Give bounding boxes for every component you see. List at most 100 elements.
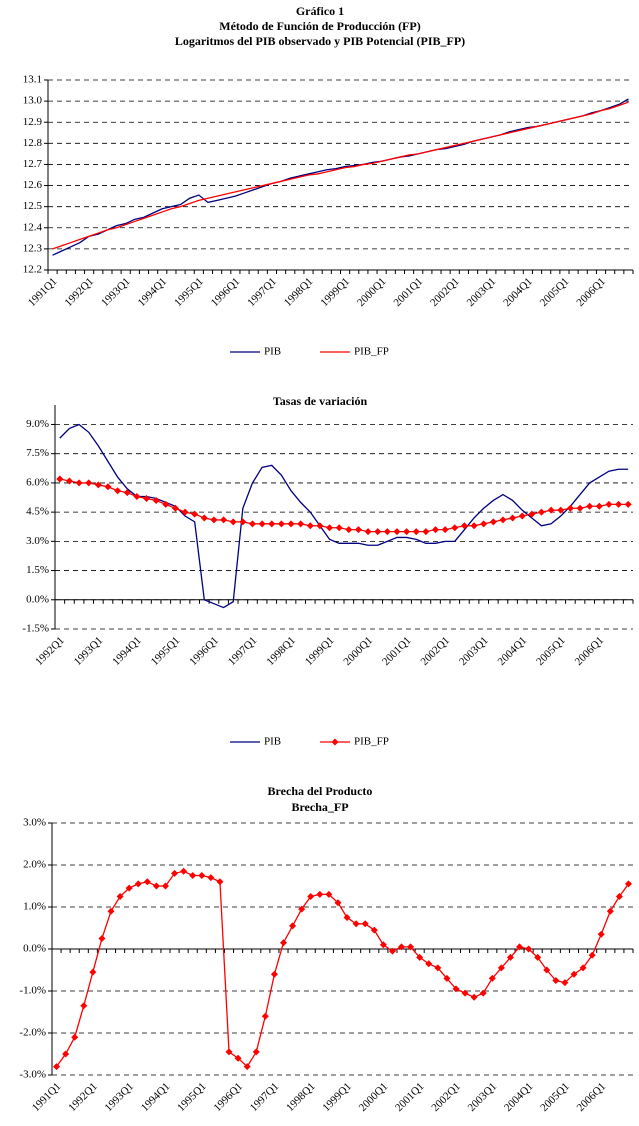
- legend-label: PIB: [264, 346, 281, 358]
- x-tick-label: 1999Q1: [318, 275, 352, 309]
- x-tick-label: 2001Q1: [380, 634, 414, 668]
- x-tick-label: 1994Q1: [139, 1080, 173, 1114]
- point-marker: [412, 528, 420, 536]
- point-marker: [534, 953, 542, 961]
- point-marker: [615, 500, 623, 508]
- point-marker: [470, 522, 478, 530]
- point-marker: [316, 890, 324, 898]
- x-tick-label: 1995Q1: [149, 634, 183, 668]
- point-marker: [606, 907, 614, 915]
- y-tick-label: 12.7: [23, 158, 43, 170]
- point-marker: [537, 508, 545, 516]
- point-marker: [125, 884, 133, 892]
- point-marker: [528, 510, 536, 518]
- point-marker: [416, 953, 424, 961]
- point-marker: [566, 504, 574, 512]
- point-marker: [393, 528, 401, 536]
- point-marker: [497, 964, 505, 972]
- point-marker: [488, 974, 496, 982]
- point-marker: [180, 867, 188, 875]
- point-marker: [398, 943, 406, 951]
- point-marker: [461, 989, 469, 997]
- y-tick-label: -2.0%: [19, 1027, 46, 1039]
- point-marker: [152, 882, 160, 890]
- y-tick-label: -1.0%: [19, 985, 46, 997]
- x-tick-label: 1991Q1: [26, 275, 60, 309]
- point-marker: [443, 974, 451, 982]
- point-marker: [181, 508, 189, 516]
- point-marker: [277, 520, 285, 528]
- y-tick-label: 4.5%: [26, 506, 49, 518]
- point-marker: [80, 1002, 88, 1010]
- point-marker: [243, 1063, 251, 1071]
- point-marker: [85, 479, 93, 487]
- x-tick-label: 1996Q1: [211, 1080, 245, 1114]
- point-marker: [509, 514, 517, 522]
- point-marker: [605, 500, 613, 508]
- point-marker: [615, 893, 623, 900]
- point-marker: [220, 516, 228, 524]
- chart-title: Logaritmos del PIB observado y PIB Poten…: [175, 34, 465, 48]
- point-marker: [518, 512, 526, 520]
- point-marker: [570, 970, 578, 978]
- y-tick-label: 0.0%: [23, 943, 46, 955]
- point-marker: [561, 979, 569, 987]
- point-marker: [480, 520, 488, 528]
- point-marker: [543, 966, 551, 974]
- point-marker: [207, 874, 215, 882]
- point-marker: [343, 914, 351, 921]
- point-marker: [624, 880, 632, 888]
- chart-title: Brecha_FP: [291, 800, 348, 814]
- x-tick-label: 1992Q1: [33, 634, 67, 668]
- x-tick-label: 2005Q1: [534, 634, 568, 668]
- y-tick-label: 12.6: [23, 179, 43, 191]
- chart-title: Gráfico 1: [296, 4, 344, 18]
- x-tick-label: 1992Q1: [66, 1080, 100, 1114]
- point-marker: [298, 905, 306, 913]
- point-marker: [595, 502, 603, 510]
- point-marker: [434, 964, 442, 972]
- y-tick-label: 6.0%: [26, 476, 49, 488]
- point-marker: [297, 520, 305, 528]
- y-tick-label: -3.0%: [19, 1069, 46, 1081]
- x-tick-label: 1994Q1: [110, 634, 144, 668]
- x-tick-label: 2003Q1: [466, 1080, 500, 1114]
- point-marker: [114, 487, 122, 495]
- point-marker: [98, 935, 106, 942]
- x-tick-label: 1992Q1: [62, 275, 96, 309]
- point-marker: [370, 926, 378, 934]
- point-marker: [364, 528, 372, 536]
- x-tick-label: 2004Q1: [496, 634, 530, 668]
- point-marker: [407, 943, 415, 951]
- point-marker: [470, 993, 478, 1001]
- point-marker: [94, 481, 102, 489]
- point-marker: [71, 1033, 79, 1041]
- point-marker: [287, 520, 295, 528]
- x-tick-label: 1997Q1: [245, 275, 279, 309]
- x-tick-label: 2004Q1: [501, 275, 535, 309]
- series-line: [59, 478, 629, 533]
- point-marker: [189, 872, 197, 879]
- y-tick-label: 1.5%: [26, 564, 49, 576]
- point-marker: [116, 893, 124, 900]
- x-tick-label: 2000Q1: [341, 634, 375, 668]
- point-marker: [198, 872, 206, 879]
- point-marker: [432, 526, 440, 534]
- point-marker: [239, 518, 247, 526]
- x-tick-label: 1997Q1: [248, 1080, 282, 1114]
- x-tick-label: 1991Q1: [30, 1080, 64, 1114]
- x-tick-label: 1998Q1: [264, 634, 298, 668]
- x-tick-label: 2006Q1: [574, 275, 608, 309]
- y-tick-label: 12.5: [23, 200, 43, 212]
- legend-label: PIB: [264, 736, 281, 748]
- point-marker: [306, 522, 314, 530]
- series-line: [59, 423, 629, 609]
- chart-title: Método de Función de Producción (FP): [219, 19, 420, 33]
- point-marker: [489, 518, 497, 526]
- point-marker: [425, 960, 433, 968]
- x-tick-label: 2002Q1: [428, 275, 462, 309]
- point-marker: [258, 520, 266, 528]
- point-marker: [143, 494, 151, 502]
- point-marker: [161, 882, 169, 890]
